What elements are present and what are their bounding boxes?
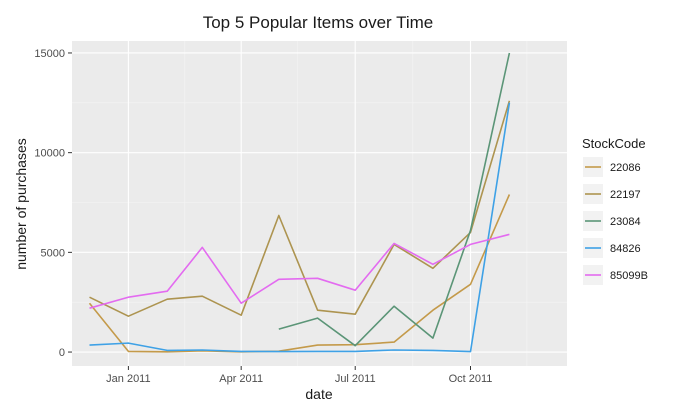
- legend-label: 23084: [610, 216, 641, 228]
- x-axis-title: date: [305, 386, 332, 402]
- x-tick-label: Oct 2011: [449, 373, 493, 385]
- x-tick-label: Jan 2011: [106, 373, 150, 385]
- legend-label: 22197: [610, 189, 641, 201]
- series-lines: [88, 52, 511, 353]
- minor-gridlines: [72, 41, 567, 366]
- x-axis-ticks: Jan 2011 Apr 2011 Jul 2011 Oct 2011: [106, 366, 492, 385]
- y-tick-label: 15000: [34, 48, 65, 60]
- x-tick-label: Jul 2011: [335, 373, 376, 385]
- y-tick-label: 10000: [34, 148, 65, 160]
- y-tick-label: 5000: [41, 247, 65, 259]
- legend-label: 84826: [610, 243, 641, 255]
- chart-title: Top 5 Popular Items over Time: [203, 13, 434, 32]
- legend-label: 85099B: [610, 270, 648, 282]
- legend-title: StockCode: [582, 136, 646, 151]
- plot-panel: [72, 41, 567, 366]
- series-line-23084: [278, 52, 511, 347]
- series-line-22197: [89, 100, 511, 318]
- legend-label: 22086: [610, 162, 641, 174]
- y-axis-ticks: 0 5000 10000 15000: [34, 48, 72, 359]
- series-line-85099B: [89, 233, 510, 309]
- legend: StockCode 22086 22197 23084 84826 85099B: [582, 136, 648, 285]
- major-gridlines: [72, 41, 567, 366]
- series-line-22086: [88, 194, 511, 353]
- series-line-84826: [89, 102, 511, 353]
- y-axis-title: number of purchases: [13, 138, 29, 270]
- x-tick-label: Apr 2011: [219, 373, 263, 385]
- y-tick-label: 0: [59, 347, 65, 359]
